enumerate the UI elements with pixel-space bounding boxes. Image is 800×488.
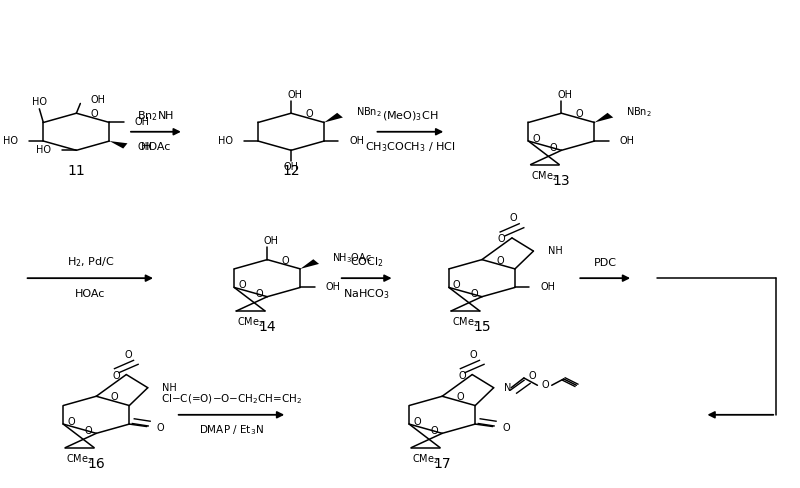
Text: OH: OH xyxy=(541,283,555,292)
Text: CH$_3$COCH$_3$ / HCl: CH$_3$COCH$_3$ / HCl xyxy=(365,141,456,154)
Text: OH: OH xyxy=(264,236,278,246)
Text: OH: OH xyxy=(138,142,152,152)
Text: NBn$_2$: NBn$_2$ xyxy=(626,105,652,119)
Text: NaHCO$_3$: NaHCO$_3$ xyxy=(343,287,390,301)
Text: OH: OH xyxy=(287,90,302,100)
Text: COCl$_2$: COCl$_2$ xyxy=(350,256,383,269)
Text: CMe$_2$: CMe$_2$ xyxy=(452,315,479,329)
Text: Cl$-$C(=O)$-$O$-$CH$_2$CH=CH$_2$: Cl$-$C(=O)$-$O$-$CH$_2$CH=CH$_2$ xyxy=(161,392,302,406)
Text: O: O xyxy=(85,426,92,436)
Text: NBn$_2$: NBn$_2$ xyxy=(356,105,382,119)
Text: NH: NH xyxy=(548,246,562,256)
Text: HO: HO xyxy=(32,97,47,107)
Text: O: O xyxy=(498,234,506,244)
Text: HOAc: HOAc xyxy=(75,289,106,299)
Text: PDC: PDC xyxy=(594,258,617,267)
Text: HOAc: HOAc xyxy=(141,142,171,152)
Text: OH: OH xyxy=(90,95,106,104)
Text: H$_2$, Pd/C: H$_2$, Pd/C xyxy=(66,256,114,269)
Text: CMe$_2$: CMe$_2$ xyxy=(238,315,264,329)
Text: O: O xyxy=(576,109,583,120)
Text: O: O xyxy=(67,417,75,427)
Text: HO: HO xyxy=(3,136,18,146)
Text: O: O xyxy=(124,350,132,360)
Text: NH$_3$OAc: NH$_3$OAc xyxy=(332,251,372,265)
Text: OH: OH xyxy=(283,162,298,172)
Text: O: O xyxy=(528,371,536,381)
Text: OH: OH xyxy=(350,136,365,146)
Text: 16: 16 xyxy=(87,457,105,470)
Text: CMe$_2$: CMe$_2$ xyxy=(412,452,439,466)
Text: O: O xyxy=(532,134,540,143)
Text: O: O xyxy=(453,280,461,290)
Text: OH: OH xyxy=(135,118,150,127)
Text: O: O xyxy=(413,417,421,427)
Text: O: O xyxy=(470,350,478,360)
Text: HO: HO xyxy=(218,136,233,146)
Text: O: O xyxy=(110,392,118,403)
Polygon shape xyxy=(300,259,319,269)
Text: N: N xyxy=(504,383,511,393)
Text: O: O xyxy=(256,289,263,299)
Text: O: O xyxy=(496,256,504,266)
Text: 12: 12 xyxy=(282,164,300,178)
Text: O: O xyxy=(510,213,518,224)
Text: O: O xyxy=(542,380,549,390)
Text: CMe$_2$: CMe$_2$ xyxy=(66,452,93,466)
Polygon shape xyxy=(324,113,343,122)
Text: O: O xyxy=(458,370,466,381)
Text: O: O xyxy=(156,423,164,433)
Text: O: O xyxy=(470,289,478,299)
Text: O: O xyxy=(502,423,510,433)
Text: O: O xyxy=(306,109,313,120)
Text: O: O xyxy=(238,280,246,290)
Text: CMe$_2$: CMe$_2$ xyxy=(531,169,558,183)
Text: OH: OH xyxy=(326,283,341,292)
Text: O: O xyxy=(430,426,438,436)
Text: Bn$_2$NH: Bn$_2$NH xyxy=(138,109,174,123)
Polygon shape xyxy=(110,141,127,148)
Text: 15: 15 xyxy=(473,320,490,334)
Text: 17: 17 xyxy=(434,457,451,470)
Text: 13: 13 xyxy=(553,174,570,187)
Text: OH: OH xyxy=(620,136,635,146)
Text: (MeO)$_3$CH: (MeO)$_3$CH xyxy=(382,109,438,123)
Text: O: O xyxy=(90,109,98,120)
Text: 14: 14 xyxy=(258,320,276,334)
Text: O: O xyxy=(282,256,289,266)
Text: HO: HO xyxy=(36,145,51,155)
Text: 11: 11 xyxy=(67,164,86,178)
Text: DMAP / Et$_3$N: DMAP / Et$_3$N xyxy=(199,424,264,437)
Text: O: O xyxy=(112,370,120,381)
Text: O: O xyxy=(550,143,558,153)
Polygon shape xyxy=(594,113,614,122)
Text: O: O xyxy=(457,392,464,403)
Text: NH: NH xyxy=(162,383,177,393)
Text: OH: OH xyxy=(558,90,573,100)
